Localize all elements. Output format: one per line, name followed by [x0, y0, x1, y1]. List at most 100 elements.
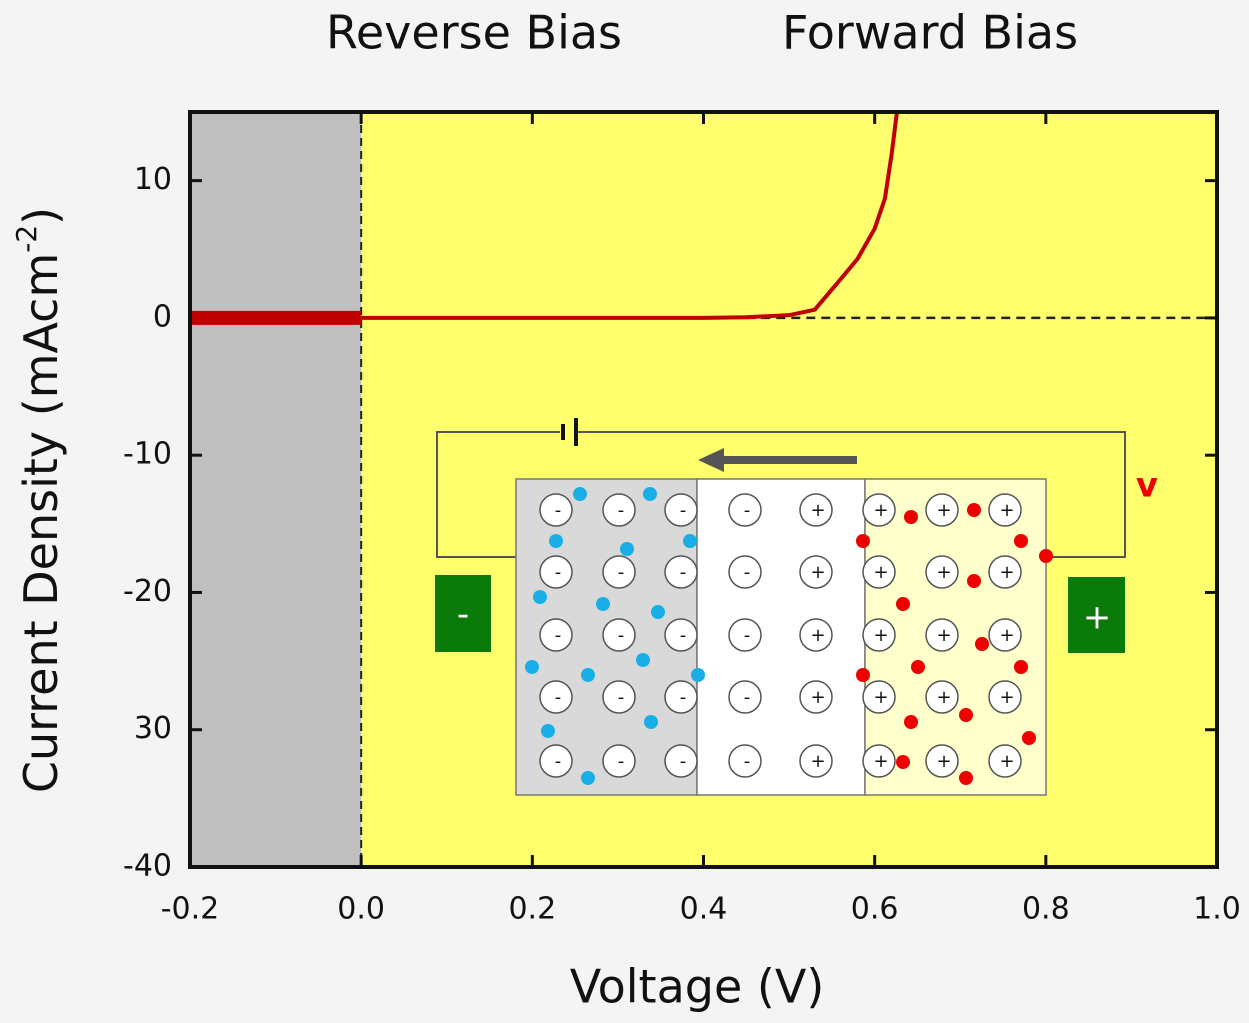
ion: [862, 680, 896, 714]
ion: [664, 493, 698, 527]
y-axis-label: Current Density (mAcm-2): [10, 207, 68, 793]
y-label-main: Current Density (mAcm: [14, 253, 68, 793]
ion: [988, 744, 1022, 778]
ion-sign: +: [810, 751, 825, 772]
hole: [967, 574, 981, 588]
ion-sign: +: [936, 500, 951, 521]
ion: [602, 555, 636, 589]
x-tick-label: 0.4: [680, 892, 728, 927]
ion-sign: -: [555, 687, 562, 708]
ion-sign: +: [936, 687, 951, 708]
hole: [896, 597, 910, 611]
ion: [925, 493, 959, 527]
electron: [643, 487, 657, 501]
y-tick-label: 30: [134, 711, 172, 746]
ion: [728, 680, 762, 714]
y-tick-label: -10: [123, 437, 172, 472]
ion: [602, 493, 636, 527]
ion: [799, 555, 833, 589]
ion: [988, 493, 1022, 527]
y-tick-label: 0: [153, 299, 172, 334]
reverse-region: [190, 112, 362, 867]
ion: [664, 555, 698, 589]
depletion-region: [696, 478, 866, 796]
ion-sign: -: [680, 751, 687, 772]
ion: [728, 618, 762, 652]
ion: [862, 618, 896, 652]
ion-sign: +: [999, 500, 1014, 521]
ion-sign: +: [873, 687, 888, 708]
inset-diagram: - - - - - - - - - - - - - - - - - - - - + + + + + + + + + + + + + + + + + + + +…: [435, 418, 1158, 796]
ion: [925, 618, 959, 652]
electron: [533, 590, 547, 604]
ion: [799, 680, 833, 714]
ion-sign: +: [999, 562, 1014, 583]
negative-terminal: -: [457, 595, 469, 635]
ion-sign: +: [873, 562, 888, 583]
ion-sign: +: [936, 562, 951, 583]
ion: [862, 744, 896, 778]
ion: [539, 680, 573, 714]
electron: [573, 487, 587, 501]
ion-sign: +: [810, 687, 825, 708]
iv-curve: [361, 111, 899, 320]
electron: [644, 715, 658, 729]
y-tick-label: -20: [123, 574, 172, 609]
plot-frame: [188, 110, 1219, 869]
ion-sign: +: [810, 500, 825, 521]
x-tick-label: 1.0: [1193, 892, 1241, 927]
ion-sign: -: [680, 687, 687, 708]
ion-sign: +: [999, 625, 1014, 646]
field-arrowhead: [698, 448, 724, 472]
y-tick-label: 10: [134, 162, 172, 197]
hole: [896, 755, 910, 769]
ion: [602, 618, 636, 652]
x-tick-label: 0.6: [851, 892, 899, 927]
ion-sign: -: [744, 751, 751, 772]
circuit-wire: [436, 431, 1126, 558]
ion-sign: +: [810, 625, 825, 646]
ion: [925, 555, 959, 589]
forward-bias-label: Forward Bias: [782, 6, 1078, 60]
ion-sign: -: [680, 500, 687, 521]
ion-sign: -: [555, 500, 562, 521]
hole: [904, 510, 918, 524]
electron: [691, 668, 705, 682]
y-label-end: ): [14, 207, 68, 225]
ion: [799, 493, 833, 527]
ion: [664, 618, 698, 652]
ion: [539, 555, 573, 589]
ion-sign: -: [555, 751, 562, 772]
ion-sign: +: [810, 562, 825, 583]
electron: [525, 660, 539, 674]
ion: [539, 618, 573, 652]
ion: [602, 680, 636, 714]
electron: [620, 542, 634, 556]
ion-sign: -: [618, 751, 625, 772]
ion-sign: +: [999, 751, 1014, 772]
ion-sign: -: [555, 625, 562, 646]
ion-sign: +: [936, 625, 951, 646]
electron: [541, 724, 555, 738]
ion: [988, 555, 1022, 589]
hole: [911, 660, 925, 674]
hole: [1014, 534, 1028, 548]
ion-sign: -: [744, 500, 751, 521]
ion: [862, 493, 896, 527]
ion-sign: +: [999, 687, 1014, 708]
ion-sign: -: [744, 687, 751, 708]
x-tick-label: 0.2: [508, 892, 556, 927]
hole: [904, 715, 918, 729]
positive-terminal-box: [1068, 577, 1125, 653]
ion: [925, 680, 959, 714]
negative-terminal-box: [435, 575, 491, 652]
reverse-bias-label: Reverse Bias: [326, 6, 622, 60]
ion-sign: -: [618, 687, 625, 708]
ion: [728, 493, 762, 527]
hole: [959, 771, 973, 785]
hole: [1039, 549, 1053, 563]
ion: [862, 555, 896, 589]
electron: [683, 534, 697, 548]
x-tick-label: -0.2: [161, 892, 220, 927]
